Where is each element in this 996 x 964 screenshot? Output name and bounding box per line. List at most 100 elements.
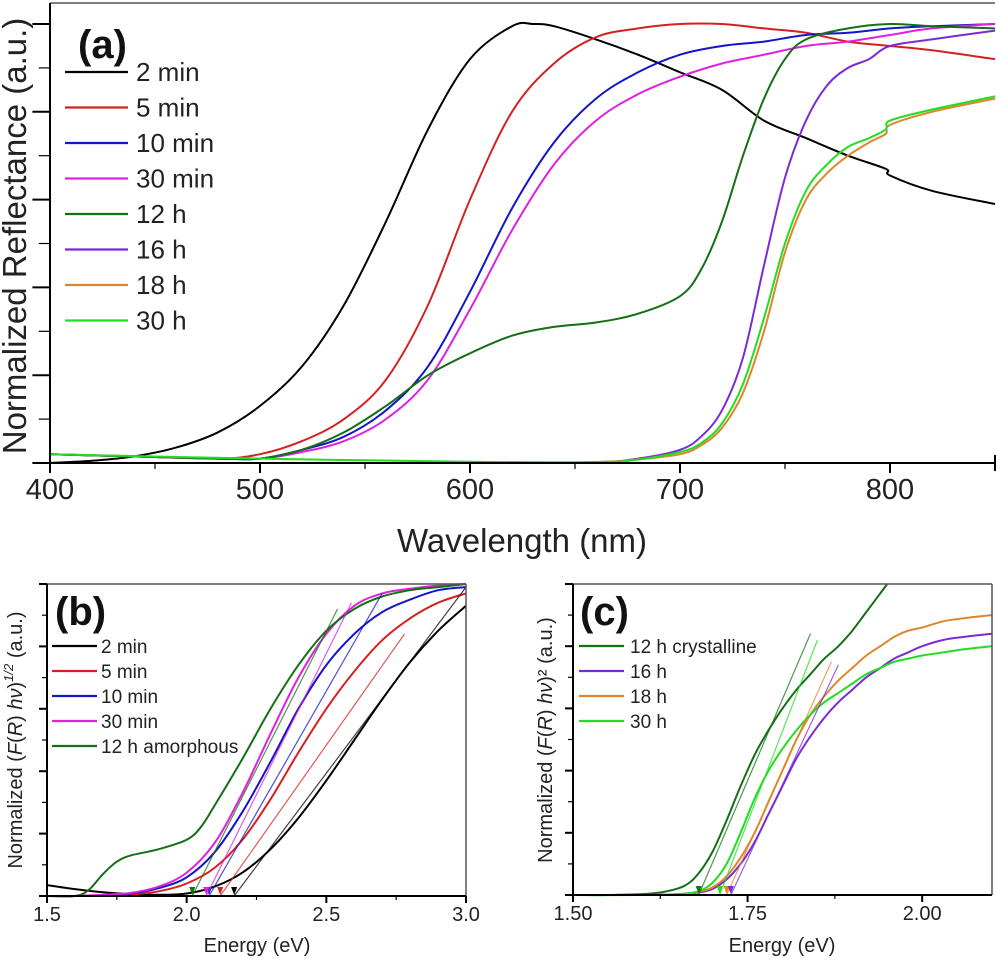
- legend-label: 30 min: [101, 712, 158, 733]
- panel-a-curves: [49, 21, 996, 465]
- legend-item: 5 min: [65, 93, 200, 123]
- panel-b-curves: [46, 583, 467, 898]
- panel-c-label: (c): [580, 590, 629, 634]
- panel-a-axes: 400 500 600 700 800: [26, 2, 996, 506]
- series-line-12-h-amorphous: [46, 583, 467, 898]
- legend-label: 16 h: [136, 235, 187, 265]
- panel-b-legend: 2 min 5 min 10 min 30 min 12 h amorphous: [52, 637, 238, 758]
- series-line-10-min: [49, 23, 996, 461]
- ylabel-part: ): [5, 710, 27, 722]
- legend-item: 12 h amorphous: [52, 737, 238, 758]
- ylabel-part: ): [5, 682, 27, 689]
- legend-item: 10 min: [65, 128, 214, 158]
- ylabel-part: R: [535, 716, 557, 730]
- x-tick-label: 1.5: [33, 904, 61, 926]
- legend-label: 2 min: [101, 637, 147, 658]
- ylabel-part: (: [535, 730, 557, 737]
- tangent-line-2-min: [233, 586, 467, 897]
- legend-label: 30 h: [630, 712, 667, 733]
- series-line-12-h: [49, 22, 996, 461]
- x-tick-label: 3.0: [452, 904, 480, 926]
- panel-c: 1.50 1.75 2.00 (c) 12 h crystalline 16 h 18 …: [535, 583, 993, 957]
- legend-item: 30 h: [65, 306, 187, 336]
- series-line-16-h: [572, 632, 993, 897]
- bandgap-arrow-icon: [716, 886, 723, 894]
- panel-c-axes: 1.50 1.75 2.00: [554, 583, 993, 925]
- ylabel-part: F: [5, 741, 27, 755]
- tangent-line-30-min: [205, 602, 353, 897]
- legend-item: 2 min: [52, 637, 147, 658]
- panel-a-ylabel: Normalized Reflectance (a.u.): [0, 18, 33, 455]
- legend-item: 30 min: [52, 712, 158, 733]
- x-tick-label: 600: [446, 474, 494, 506]
- legend-label: 30 h: [136, 306, 187, 336]
- legend-label: 12 h crystalline: [630, 637, 757, 658]
- legend-label: 10 min: [101, 687, 158, 708]
- panel-a-label: (a): [78, 23, 127, 67]
- ylabel-part: hν: [535, 683, 557, 704]
- panel-b-xlabel: Energy (eV): [204, 935, 311, 957]
- tangent-line-30-h: [719, 639, 818, 896]
- ylabel-part: Normalized (: [5, 755, 27, 869]
- legend-item: 2 min: [65, 57, 200, 87]
- legend-label: 5 min: [101, 662, 147, 683]
- legend-label: 12 h: [136, 199, 187, 229]
- ylabel-part: (a.u.): [535, 617, 557, 669]
- ylabel-part: (a.u.): [5, 611, 27, 663]
- panel-b-label: (b): [55, 590, 106, 634]
- legend-label: 12 h amorphous: [101, 737, 238, 758]
- bandgap-arrow-icon: [231, 887, 238, 895]
- panel-b-axes: 1.5 2.0 2.5 3.0: [33, 583, 480, 926]
- panel-c-xlabel: Energy (eV): [729, 935, 836, 957]
- x-tick-label: 700: [656, 474, 704, 506]
- bandgap-arrow-icon: [695, 886, 702, 894]
- bandgap-arrow-icon: [203, 887, 210, 895]
- legend-item: 12 h crystalline: [579, 637, 757, 658]
- tangent-line-5-min: [219, 633, 406, 897]
- series-line-2-min: [49, 21, 996, 464]
- x-tick-label: 2.00: [903, 903, 942, 925]
- legend-item: 30 min: [65, 164, 214, 194]
- series-line-30-h: [572, 645, 993, 897]
- x-tick-label: 500: [236, 474, 284, 506]
- panel-a-legend: 2 min 5 min 10 min 30 min 12 h 16 h 18 h 30 h: [65, 57, 214, 336]
- x-tick-label: 400: [26, 474, 74, 506]
- ylabel-part: F: [535, 735, 557, 749]
- bandgap-arrow-icon: [189, 887, 196, 895]
- series-line-5-min: [49, 22, 996, 460]
- legend-label: 5 min: [136, 93, 200, 123]
- legend-label: 16 h: [630, 662, 667, 683]
- legend-label: 2 min: [136, 57, 200, 87]
- x-tick-label: 2.5: [312, 904, 340, 926]
- tangent-line-18-h: [726, 661, 832, 896]
- legend-label: 30 min: [136, 164, 214, 194]
- ylabel-part: R: [5, 722, 27, 736]
- tangent-line-12-h-amorphous: [191, 608, 339, 897]
- panel-c-curves: [572, 583, 993, 897]
- panel-c-legend: 12 h crystalline 16 h 18 h 30 h: [579, 637, 757, 733]
- panel-c-ylabel: Normalized (F(R) hν)² (a.u.): [535, 617, 557, 863]
- legend-label: 10 min: [136, 128, 214, 158]
- ylabel-part: Normalized (: [535, 749, 557, 863]
- bandgap-arrow-icon: [217, 887, 224, 895]
- legend-label: 18 h: [136, 270, 187, 300]
- ylabel-part: (: [5, 736, 27, 743]
- ylabel-superscript: 1/2: [1, 663, 16, 682]
- x-tick-label: 800: [866, 474, 914, 506]
- legend-item: 5 min: [52, 662, 147, 683]
- legend-item: 18 h: [65, 270, 187, 300]
- legend-item: 10 min: [52, 687, 158, 708]
- ylabel-part: ): [535, 704, 557, 716]
- legend-item: 16 h: [65, 235, 187, 265]
- tangent-line-12-h-crystalline: [698, 633, 811, 896]
- legend-item: 18 h: [579, 687, 667, 708]
- bandgap-arrow-icon: [723, 886, 730, 894]
- series-line-12-h-crystalline: [572, 583, 889, 897]
- x-tick-label: 1.50: [554, 903, 593, 925]
- panel-a-xlabel: Wavelength (nm): [397, 522, 647, 559]
- x-tick-label: 1.75: [728, 903, 767, 925]
- tangent-line-16-h: [730, 664, 839, 896]
- panel-a: 400 500 600 700 800 (a) 2 min 5 min 10 min 30 m…: [0, 2, 996, 559]
